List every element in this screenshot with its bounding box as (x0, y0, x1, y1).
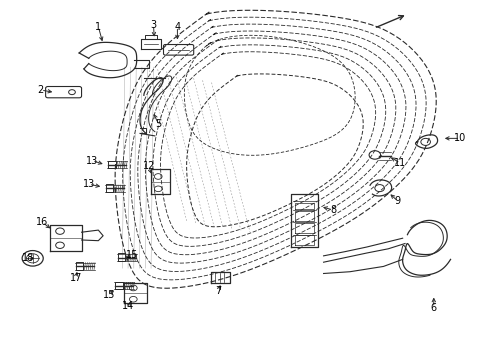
Text: 6: 6 (430, 303, 436, 313)
Text: 10: 10 (453, 133, 466, 143)
Text: 3: 3 (150, 20, 156, 30)
Text: 13: 13 (82, 179, 95, 189)
Text: 2: 2 (38, 85, 44, 95)
Text: 8: 8 (329, 205, 336, 215)
Text: 11: 11 (393, 158, 406, 168)
Text: 16: 16 (36, 217, 48, 227)
Text: 18: 18 (22, 253, 34, 263)
Text: 4: 4 (174, 22, 180, 32)
Text: 14: 14 (122, 301, 134, 311)
Text: 17: 17 (69, 273, 82, 283)
Text: 12: 12 (142, 161, 155, 171)
Text: 1: 1 (95, 22, 101, 32)
Text: 13: 13 (86, 156, 98, 166)
Text: 15: 15 (103, 290, 115, 300)
Text: 9: 9 (394, 196, 400, 206)
Text: 15: 15 (125, 250, 138, 260)
Text: 7: 7 (215, 286, 221, 296)
Text: 5: 5 (155, 118, 161, 129)
